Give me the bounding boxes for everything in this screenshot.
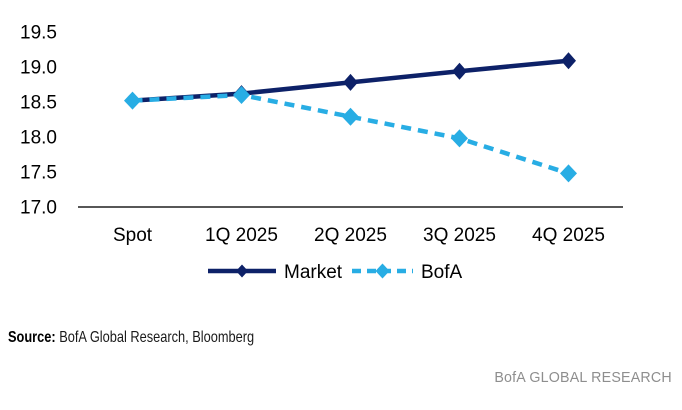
series-line-bofa xyxy=(132,92,570,176)
y-axis-tick-label: 18.5 xyxy=(20,93,57,114)
marker-bofa-1 xyxy=(233,86,250,104)
x-axis-tick-label: 4Q 2025 xyxy=(532,225,605,246)
marker-market-3 xyxy=(452,62,467,80)
y-axis-tick-label: 19.5 xyxy=(20,23,57,44)
y-axis-tick-label: 19.0 xyxy=(20,58,57,79)
y-axis-tick-label: 17.5 xyxy=(20,163,57,184)
legend-marker-bofa xyxy=(375,263,390,279)
x-axis-tick-label: 2Q 2025 xyxy=(314,225,387,246)
forecast-line-chart: 17.0 17.5 18.0 18.5 19.0 19.5 Spot 1Q 2025 2Q 20… xyxy=(20,23,623,283)
x-axis-tick-label: 1Q 2025 xyxy=(205,225,278,246)
source-label: Source: xyxy=(8,329,56,346)
x-axis-tick-label: 3Q 2025 xyxy=(423,225,496,246)
marker-bofa-2 xyxy=(342,107,359,126)
legend-label-market: Market xyxy=(284,262,343,283)
marker-market-2 xyxy=(343,73,358,91)
legend-marker-market xyxy=(236,264,248,278)
y-axis-tick-label: 18.0 xyxy=(20,128,57,149)
source-text: BofA Global Research, Bloomberg xyxy=(55,329,255,346)
marker-market-4 xyxy=(561,52,576,70)
marker-bofa-0 xyxy=(124,91,141,110)
marker-bofa-3 xyxy=(451,129,468,148)
marker-bofa-4 xyxy=(560,164,577,183)
x-axis-tick-label: Spot xyxy=(113,225,153,246)
source-line: Source: BofA Global Research, Bloomberg xyxy=(8,329,254,347)
bofa-watermark: BofA GLOBAL RESEARCH xyxy=(494,369,672,386)
legend-label-bofa: BofA xyxy=(421,262,463,283)
y-axis-tick-label: 17.0 xyxy=(20,198,57,219)
